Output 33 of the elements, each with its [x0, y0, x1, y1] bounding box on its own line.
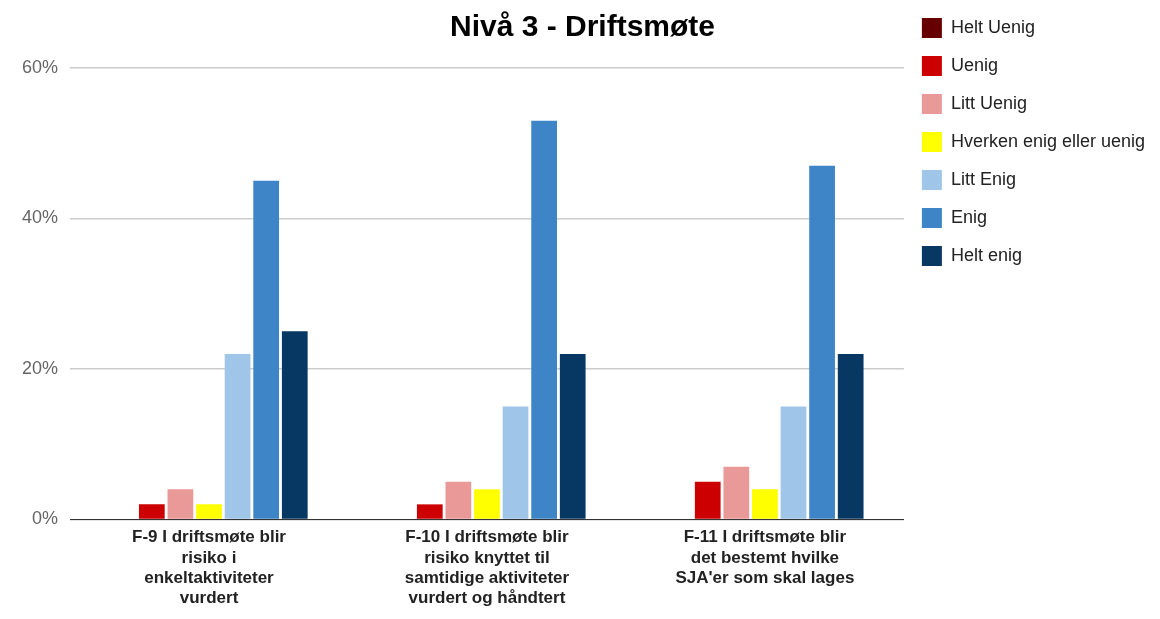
legend-label: Hverken enig eller uenig [950, 130, 1146, 151]
y-tick-label: 20% [22, 357, 59, 378]
y-tick-label: 40% [22, 207, 59, 228]
bar [138, 504, 165, 519]
bar [445, 481, 472, 519]
bar [167, 489, 194, 519]
legend-label: Helt Uenig [950, 16, 1035, 37]
legend-label: Helt enig [950, 244, 1022, 265]
bar [281, 331, 308, 519]
y-tick-label: 0% [32, 508, 59, 529]
legend-label: Uenig [950, 54, 998, 75]
bar [780, 406, 807, 519]
x-tick-label: F-11 I driftsmøte blir det bestemt hvilke SJA'er som skal lages [675, 527, 855, 588]
legend-label: Enig [950, 206, 987, 227]
chart-title: Nivå 3 - Driftsmøte [449, 9, 716, 43]
bar [837, 353, 864, 519]
bar [694, 481, 721, 519]
x-tick-label: F-9 I driftsmøte blir risiko i enkeltaktiviteter vurdert [132, 527, 287, 608]
legend-label: Litt Uenig [950, 92, 1027, 113]
bar [416, 504, 443, 519]
bar [196, 504, 222, 519]
bar [224, 353, 251, 519]
y-tick-label: 60% [22, 56, 59, 77]
bar [723, 466, 750, 519]
bar [531, 120, 557, 519]
bar [474, 489, 500, 519]
bar [502, 406, 529, 519]
bar [253, 180, 280, 519]
x-tick-label: F-10 I driftsmøte blir risiko knyttet til samtidige aktiviteter vurdert og håndtert [404, 527, 570, 608]
legend-label: Litt Enig [950, 168, 1016, 189]
bar [752, 489, 778, 519]
bar [559, 353, 586, 519]
bar [809, 165, 835, 519]
